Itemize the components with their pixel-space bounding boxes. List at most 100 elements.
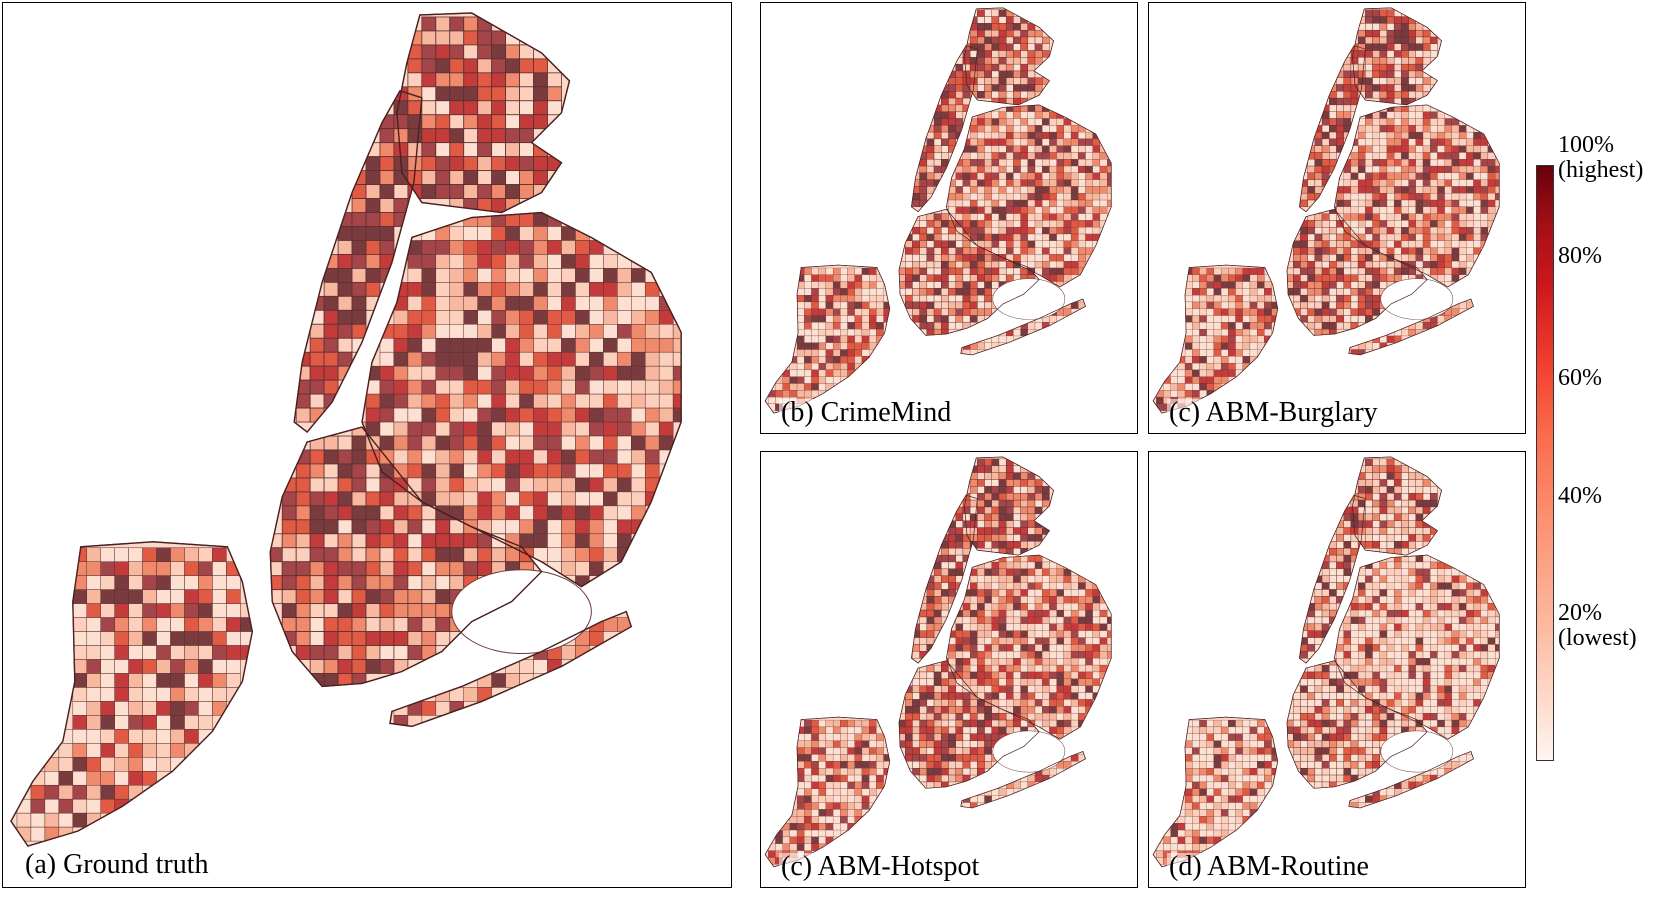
tract-cell [547,477,562,493]
tract-cell [1415,527,1424,535]
tract-cell [1013,111,1021,119]
tract-cell [991,541,1000,549]
tract-cell [1314,294,1323,303]
tract-cell [491,463,506,479]
tract-cell [1213,274,1222,282]
tract-cell [991,651,1000,659]
tract-cell [1372,57,1380,65]
tract-cell [1063,658,1072,666]
tract-cell [991,472,1000,480]
tract-cell [1020,664,1028,673]
tract-cell [1415,131,1424,140]
tract-cell [977,486,985,494]
tract-cell [861,774,870,783]
tract-cell [926,733,935,741]
tract-cell [644,407,660,423]
tract-cell [1379,179,1388,187]
tract-cell [1422,596,1431,604]
tract-cell [1314,589,1323,597]
tract-cell [1206,308,1215,316]
tract-cell [933,213,942,221]
tract-cell [1473,227,1481,235]
tract-cell [1408,84,1417,92]
tract-cell [1329,274,1337,282]
tract-cell [1078,603,1086,611]
tract-cell [1343,63,1352,72]
tract-cell [854,768,863,776]
tract-cell [1034,630,1043,638]
tract-cell [449,100,465,116]
tract-cell [1206,369,1215,377]
tract-cell [1401,172,1409,180]
tract-cell [854,802,863,810]
tract-cell [955,294,964,303]
tract-cell [351,673,367,688]
tract-cell [991,193,1000,201]
tract-cell [1027,609,1036,618]
map-panel-crimemind: (b) CrimeMind [760,2,1138,434]
tract-cell [491,58,507,74]
tract-cell [393,421,409,437]
tract-cell [1458,138,1467,146]
tract-cell [804,349,812,357]
tract-cell [365,659,381,674]
tract-cell [1393,534,1402,542]
tract-cell [919,733,928,741]
tract-cell [1437,199,1445,207]
tract-cell [912,761,920,769]
tract-cell [184,631,199,646]
tract-cell [926,274,935,282]
tract-cell [1049,630,1057,638]
tract-cell [948,254,956,262]
tract-cell [1042,713,1050,721]
tract-cell [198,687,213,702]
tract-cell [969,603,978,611]
tract-cell [955,692,964,700]
tract-cell [1329,281,1337,289]
tract-cell [1049,165,1057,173]
tract-cell [1393,513,1402,521]
tract-cell [1235,349,1243,357]
tract-cell [1379,91,1388,99]
tract-cell [998,678,1007,686]
tract-cell [919,699,928,707]
tract-cell [1063,713,1072,721]
tract-cell [977,213,985,221]
tract-cell [323,393,339,409]
tract-cell [977,754,985,762]
tract-cell [984,240,992,248]
tract-cell [1379,261,1388,269]
tract-cell [1020,91,1029,99]
tract-cell [491,156,507,172]
tract-cell [603,505,618,521]
tract-cell [962,199,971,207]
tract-cell [477,128,493,144]
tract-cell [1184,362,1193,371]
tract-cell [1408,227,1416,235]
tract-cell [1401,465,1409,473]
tract-cell [1063,233,1072,241]
tract-cell [1034,582,1043,590]
tract-cell [1365,294,1373,303]
tract-cell [847,733,855,741]
tract-cell [962,630,971,638]
tract-cell [1199,376,1207,384]
tract-cell [128,687,143,702]
tract-cell [337,659,353,674]
tract-cell [1415,329,1424,337]
tract-cell [1027,199,1036,207]
tract-cell [1070,165,1079,173]
tract-cell [1049,267,1057,275]
tract-cell [941,761,949,769]
tract-cell [1013,77,1021,85]
tract-cell [1386,193,1395,201]
tract-cell [351,505,367,521]
tract-cell [1006,233,1014,241]
tract-cell [1473,186,1481,194]
tract-cell [854,726,863,734]
tract-cell [170,729,185,744]
tract-cell [449,128,465,144]
tract-cell [876,733,884,741]
tract-cell [212,561,227,576]
tract-cell [477,324,492,339]
